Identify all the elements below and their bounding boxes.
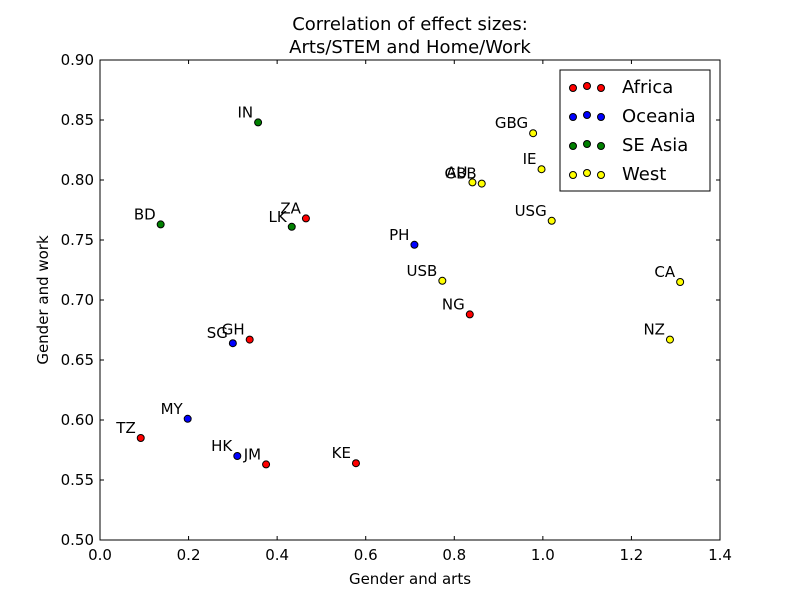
point-label-lk: LK xyxy=(269,208,288,226)
legend-marker xyxy=(583,111,591,119)
point-label-ng: NG xyxy=(442,295,465,313)
y-tick-label: 0.70 xyxy=(61,291,94,309)
chart-title: Correlation of effect sizes: xyxy=(292,14,528,35)
x-tick-label: 0.8 xyxy=(442,546,466,564)
x-axis-label: Gender and arts xyxy=(349,570,471,588)
data-point-nz xyxy=(665,335,674,344)
y-tick-label: 0.80 xyxy=(61,171,94,189)
point-label-ie: IE xyxy=(523,150,537,168)
data-point-za xyxy=(301,214,310,223)
data-point-lk xyxy=(287,222,296,231)
legend-marker xyxy=(597,113,605,121)
point-label-tz: TZ xyxy=(115,419,135,437)
chart-subtitle: Arts/STEM and Home/Work xyxy=(289,37,531,58)
legend-marker xyxy=(583,82,591,90)
data-point-ng xyxy=(465,310,474,319)
x-tick-label: 0.0 xyxy=(88,546,112,564)
legend-label-west: West xyxy=(622,164,666,185)
x-tick-label: 1.4 xyxy=(708,546,732,564)
point-label-hk: HK xyxy=(211,437,233,455)
data-point-gbg xyxy=(529,129,538,138)
y-tick-label: 0.55 xyxy=(61,471,94,489)
data-point-ca xyxy=(676,278,685,286)
x-tick-label: 1.0 xyxy=(531,546,555,564)
data-point-ie xyxy=(537,165,546,174)
point-label-usg: USG xyxy=(515,202,547,220)
point-label-ca: CA xyxy=(654,263,675,281)
data-point-ph xyxy=(410,240,419,249)
point-label-bd: BD xyxy=(134,205,156,223)
data-point-ke xyxy=(351,459,360,468)
y-tick-label: 0.60 xyxy=(61,411,94,429)
point-label-za: ZA xyxy=(280,199,301,217)
x-tick-label: 0.2 xyxy=(177,546,201,564)
axis-ticks: 0.0 0.2 0.4 0.6 0.8 1.0 1.2 1.4 0.50 0.55 0.60 0.65… xyxy=(61,51,732,564)
legend-marker xyxy=(583,140,591,148)
legend-marker xyxy=(597,142,605,150)
data-point-tz xyxy=(136,434,145,442)
legend-label-se-asia: SE Asia xyxy=(622,135,688,156)
legend-marker xyxy=(569,142,577,150)
point-label-usb: USB xyxy=(407,262,438,280)
y-axis-label: Gender and work xyxy=(34,235,52,365)
point-label-ph: PH xyxy=(389,226,409,244)
data-point-sg xyxy=(228,339,237,348)
y-tick-label: 0.65 xyxy=(61,351,94,369)
point-label-sg: SG xyxy=(207,324,228,342)
data-point-my xyxy=(183,414,192,423)
data-point-au xyxy=(468,178,477,187)
data-point-jm xyxy=(262,460,271,469)
point-label-in: IN xyxy=(237,103,253,121)
legend-label-africa: Africa xyxy=(622,77,673,98)
data-point-gbb xyxy=(477,179,486,188)
point-label-my: MY xyxy=(161,400,184,418)
legend-marker xyxy=(569,113,577,121)
point-label-nz: NZ xyxy=(643,321,665,339)
data-point-gh xyxy=(245,335,254,344)
x-tick-label: 1.2 xyxy=(619,546,643,564)
y-tick-label: 0.90 xyxy=(61,51,94,69)
data-point-usg xyxy=(547,216,556,225)
point-label-gh: GH xyxy=(222,321,245,339)
data-point-bd xyxy=(156,220,165,229)
legend-marker xyxy=(597,84,605,92)
point-label-ke: KE xyxy=(332,444,351,462)
x-tick-label: 0.4 xyxy=(265,546,289,564)
point-label-au: AU xyxy=(446,163,467,181)
legend: Africa Oceania SE Asia West xyxy=(559,69,711,192)
legend-marker xyxy=(569,171,577,179)
point-label-gbg: GBG xyxy=(495,114,528,132)
legend-marker xyxy=(583,169,591,177)
legend-marker xyxy=(597,171,605,179)
y-tick-label: 0.50 xyxy=(61,531,94,549)
data-point-hk xyxy=(233,452,242,460)
data-point-usb xyxy=(438,276,447,285)
y-tick-label: 0.75 xyxy=(61,231,94,249)
point-label-gbb: GBB xyxy=(445,165,477,183)
data-point-in xyxy=(254,118,263,127)
legend-label-oceania: Oceania xyxy=(622,106,696,127)
point-label-jm: JM xyxy=(243,445,261,463)
legend-marker xyxy=(569,84,577,92)
y-tick-label: 0.85 xyxy=(61,111,94,129)
x-tick-label: 0.6 xyxy=(354,546,378,564)
